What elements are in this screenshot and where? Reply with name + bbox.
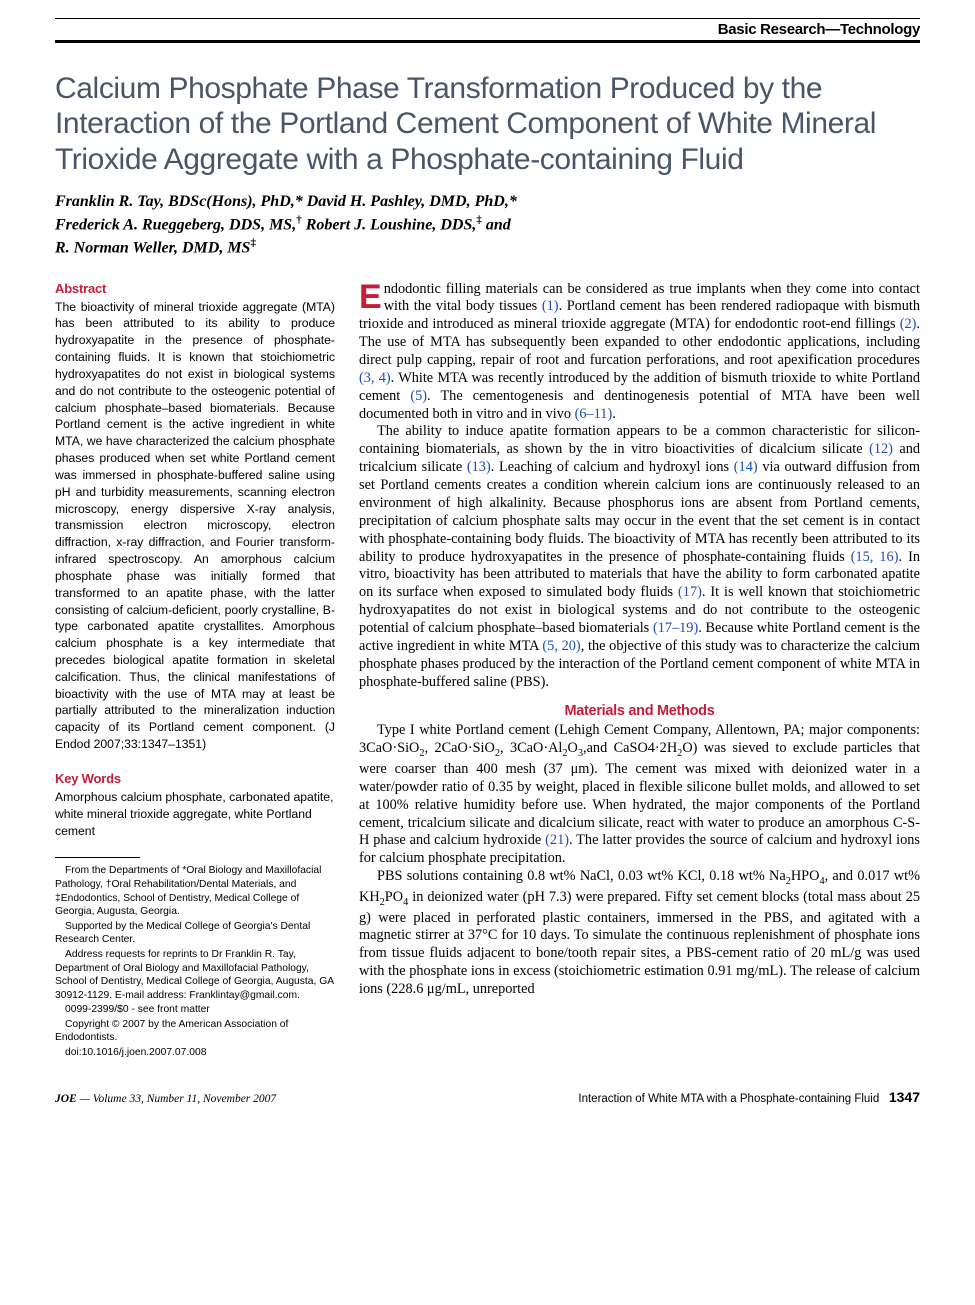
affil-line: doi:10.1016/j.joen.2007.07.008	[55, 1046, 335, 1060]
body-text: in deionized water (pH 7.3) were prepare…	[359, 889, 920, 997]
body-text: . The cementogenesis and dentinogenesis …	[359, 388, 920, 422]
right-column: Endodontic filling materials can be cons…	[359, 281, 920, 1061]
citation-link[interactable]: (21)	[545, 832, 569, 848]
affil-line: From the Departments of *Oral Biology an…	[55, 864, 335, 918]
footer-running: Interaction of White MTA with a Phosphat…	[578, 1089, 920, 1105]
citation-link[interactable]: (3, 4)	[359, 370, 391, 386]
body-paragraph: Type I white Portland cement (Lehigh Cem…	[359, 722, 920, 868]
methods-heading: Materials and Methods	[359, 703, 920, 719]
body-text: ,and CaSO4·2H	[583, 740, 677, 756]
running-title: Interaction of White MTA with a Phosphat…	[578, 1093, 879, 1105]
affil-line: 0099-2399/$0 - see front matter	[55, 1003, 335, 1017]
footer-issue: JOE — Volume 33, Number 11, November 200…	[55, 1093, 276, 1105]
top-rule	[55, 18, 920, 19]
citation-link[interactable]: (6–11)	[575, 406, 613, 422]
body-text: . Leaching of calcium and hydroxyl ions	[491, 459, 734, 475]
page-number: 1347	[889, 1089, 920, 1105]
citation-link[interactable]: (2)	[900, 316, 917, 332]
body-text: .	[612, 406, 616, 422]
abstract-heading: Abstract	[55, 281, 335, 296]
citation-link[interactable]: (5, 20)	[542, 638, 580, 654]
affil-line: Address requests for reprints to Dr Fran…	[55, 948, 335, 1002]
affiliation-block: From the Departments of *Oral Biology an…	[55, 864, 335, 1059]
citation-link[interactable]: (5)	[410, 388, 427, 404]
body-text: HPO	[791, 868, 820, 884]
affil-line: Supported by the Medical College of Geor…	[55, 920, 335, 947]
thick-rule	[55, 40, 920, 43]
body-text: PBS solutions containing 0.8 wt% NaCl, 0…	[377, 868, 786, 884]
author-list: Franklin R. Tay, BDSc(Hons), PhD,* David…	[55, 191, 920, 258]
issue-info: — Volume 33, Number 11, November 2007	[77, 1093, 276, 1105]
citation-link[interactable]: (17–19)	[653, 620, 698, 636]
citation-link[interactable]: (12)	[869, 441, 893, 457]
affiliation-rule	[55, 857, 140, 858]
citation-link[interactable]: (1)	[542, 298, 559, 314]
citation-link[interactable]: (14)	[734, 459, 758, 475]
section-header: Basic Research—Technology	[55, 21, 920, 38]
citation-link[interactable]: (17)	[678, 584, 702, 600]
affil-line: Copyright © 2007 by the American Associa…	[55, 1018, 335, 1045]
body-text: , 3CaO·Al	[500, 740, 562, 756]
body-text: PO	[385, 889, 403, 905]
citation-link[interactable]: (15, 16)	[851, 549, 899, 565]
keywords-text: Amorphous calcium phosphate, carbonated …	[55, 789, 335, 839]
abstract-text: The bioactivity of mineral trioxide aggr…	[55, 299, 335, 753]
citation-link[interactable]: (13)	[467, 459, 491, 475]
body-paragraph: The ability to induce apatite formation …	[359, 423, 920, 691]
body-paragraph: PBS solutions containing 0.8 wt% NaCl, 0…	[359, 868, 920, 999]
body-paragraph: Endodontic filling materials can be cons…	[359, 281, 920, 424]
journal-abbrev: JOE	[55, 1093, 77, 1105]
body-text: The ability to induce apatite formation …	[359, 423, 920, 457]
page-footer: JOE — Volume 33, Number 11, November 200…	[55, 1089, 920, 1105]
dropcap: E	[359, 281, 384, 312]
keywords-heading: Key Words	[55, 771, 335, 786]
article-title: Calcium Phosphate Phase Transformation P…	[55, 71, 920, 177]
left-column: Abstract The bioactivity of mineral trio…	[55, 281, 335, 1061]
body-text: O	[568, 740, 578, 756]
two-column-layout: Abstract The bioactivity of mineral trio…	[55, 281, 920, 1061]
body-text: , 2CaO·SiO	[425, 740, 495, 756]
